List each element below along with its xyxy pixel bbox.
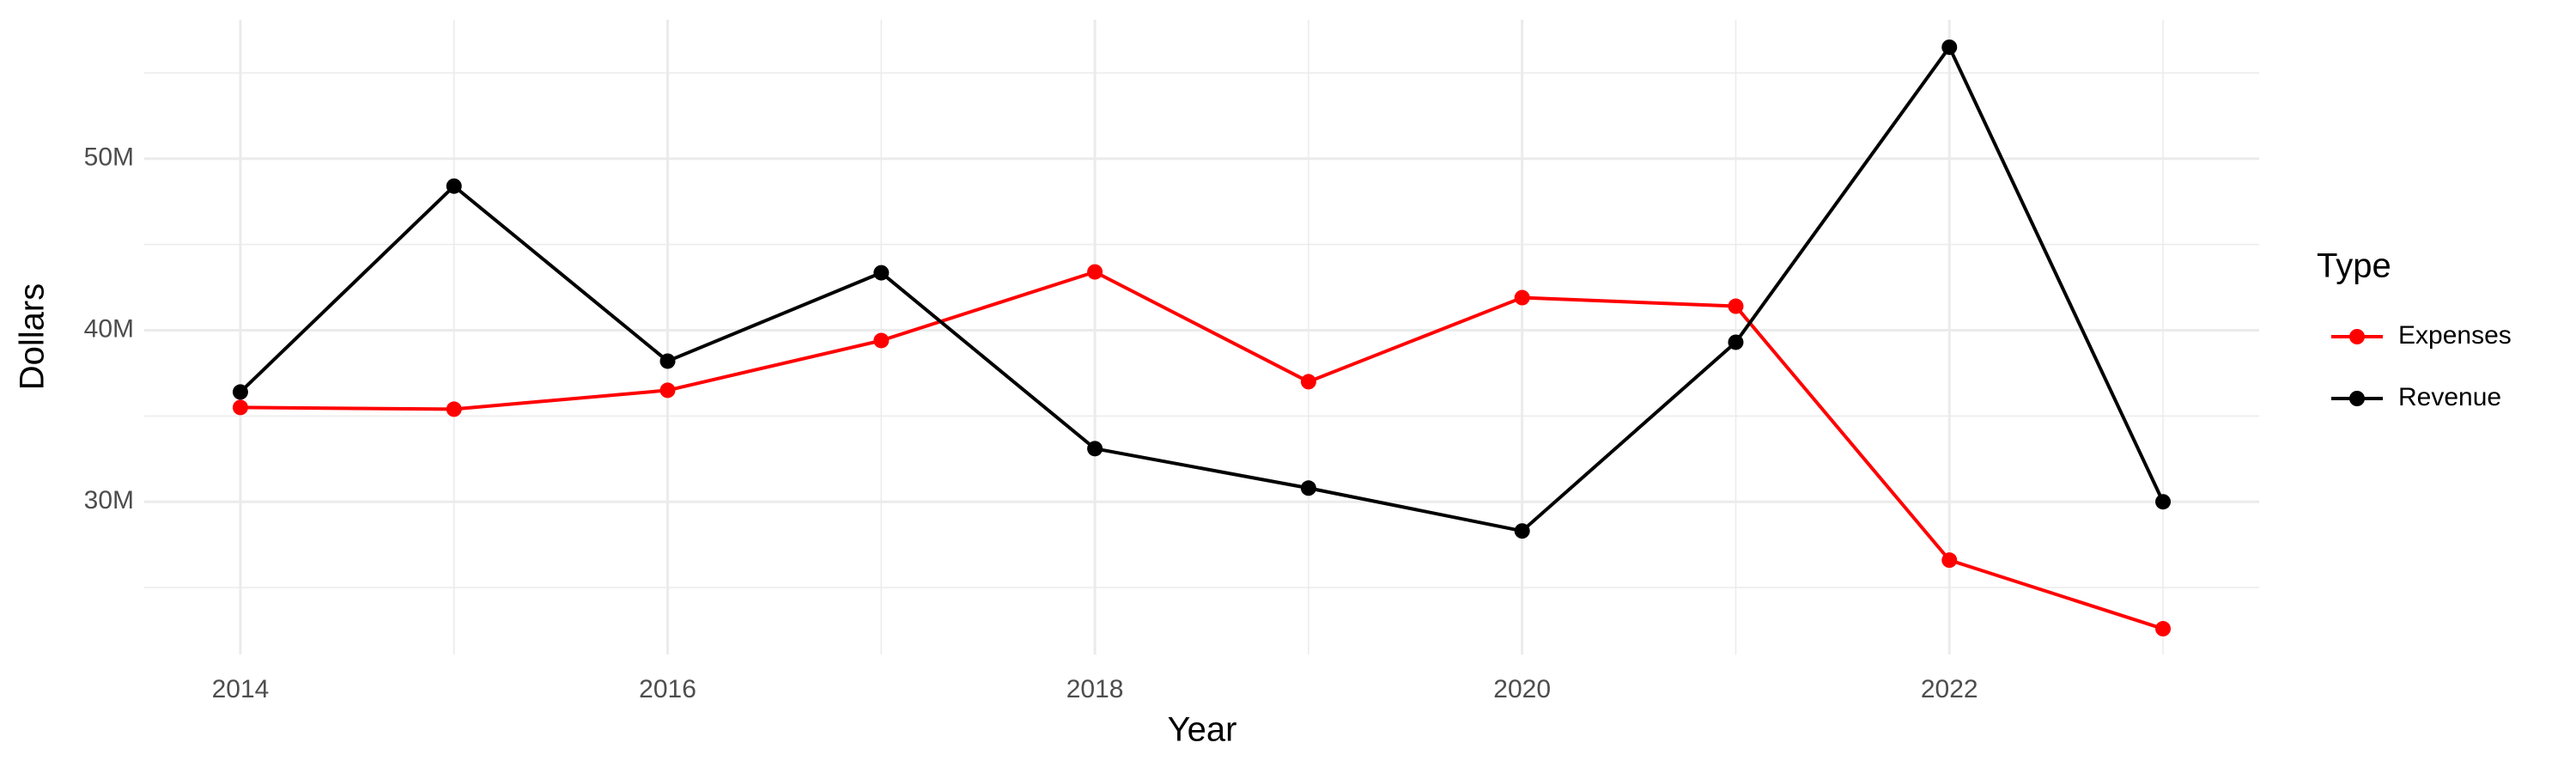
legend-swatch-point [2349,329,2365,344]
data-point [2155,494,2172,510]
data-point [873,265,890,281]
legend-label: Expenses [2398,321,2512,350]
x-tick-label: 2014 [212,675,270,703]
legend-swatch-point [2349,391,2365,406]
data-point [232,384,248,400]
y-tick-label: 50M [84,143,134,172]
data-point [1087,441,1103,457]
data-point [1087,264,1103,280]
data-point [1300,374,1316,390]
series-line [240,270,2164,630]
x-tick-label: 2022 [1921,675,1978,703]
data-point [873,332,890,349]
y-tick-label: 30M [84,486,134,514]
data-point [1728,334,1744,350]
data-point [232,399,248,416]
data-point [2155,621,2172,637]
x-axis-title: Year [1168,711,1237,749]
data-point [659,382,676,399]
x-tick-label: 2020 [1493,675,1551,703]
grid [144,20,2259,654]
plot-area [232,39,2172,637]
y-tick-label: 40M [84,314,134,343]
data-point [1514,289,1530,306]
data-point [1941,39,1958,55]
data-point [446,401,462,417]
legend-label: Revenue [2398,383,2501,411]
legend-title: Type [2317,247,2391,285]
data-point [1728,298,1744,314]
x-tick-label: 2016 [639,675,696,703]
data-point [1514,523,1530,539]
data-point [1300,480,1316,496]
x-tick-label: 2018 [1066,675,1124,703]
data-point [1941,552,1958,569]
data-point [446,178,462,194]
data-point [659,353,676,369]
series-line [239,45,2165,533]
y-axis-title: Dollars [14,283,52,390]
